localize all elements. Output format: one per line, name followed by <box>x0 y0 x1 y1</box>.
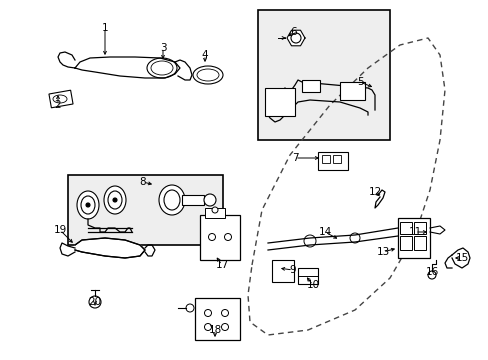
Polygon shape <box>75 238 145 258</box>
Ellipse shape <box>81 196 95 214</box>
Text: 7: 7 <box>291 153 298 163</box>
Bar <box>413 222 425 234</box>
Text: 10: 10 <box>306 280 319 290</box>
Ellipse shape <box>86 203 90 207</box>
Text: 19: 19 <box>53 225 66 235</box>
Ellipse shape <box>224 234 231 240</box>
Ellipse shape <box>151 61 173 75</box>
Polygon shape <box>286 30 305 46</box>
Ellipse shape <box>208 234 215 240</box>
Ellipse shape <box>89 296 101 308</box>
Ellipse shape <box>427 271 435 279</box>
Bar <box>182 195 203 205</box>
Text: 14: 14 <box>318 227 331 237</box>
Ellipse shape <box>204 324 211 330</box>
Text: 8: 8 <box>140 177 146 187</box>
Ellipse shape <box>204 310 211 316</box>
Polygon shape <box>75 57 180 78</box>
Bar <box>49 90 73 108</box>
Ellipse shape <box>104 186 126 214</box>
Bar <box>200 215 240 260</box>
Text: 20: 20 <box>88 297 102 307</box>
Ellipse shape <box>304 235 315 247</box>
Text: 3: 3 <box>160 43 166 53</box>
Ellipse shape <box>113 198 117 202</box>
Bar <box>302 80 319 92</box>
Text: 13: 13 <box>376 247 389 257</box>
Ellipse shape <box>349 233 359 243</box>
Text: 9: 9 <box>289 265 296 275</box>
Ellipse shape <box>159 185 184 215</box>
Text: 18: 18 <box>208 325 221 335</box>
Ellipse shape <box>108 191 122 209</box>
Text: 11: 11 <box>407 227 421 237</box>
Ellipse shape <box>197 69 219 81</box>
Text: 2: 2 <box>55 100 61 110</box>
Text: 16: 16 <box>425 267 438 277</box>
Bar <box>195 298 240 340</box>
Ellipse shape <box>212 207 218 213</box>
Bar <box>339 82 364 100</box>
Ellipse shape <box>203 194 216 206</box>
Ellipse shape <box>185 304 194 312</box>
Ellipse shape <box>290 33 301 43</box>
Ellipse shape <box>193 66 223 84</box>
Ellipse shape <box>163 190 180 210</box>
Bar <box>399 222 411 234</box>
Ellipse shape <box>77 191 99 219</box>
Bar <box>264 88 294 116</box>
Bar <box>321 155 329 163</box>
Text: 15: 15 <box>454 253 468 263</box>
Bar <box>399 236 411 250</box>
Bar <box>204 208 224 218</box>
Polygon shape <box>451 248 469 268</box>
Bar <box>317 152 347 170</box>
Bar <box>271 260 293 282</box>
Text: 5: 5 <box>356 77 363 87</box>
Ellipse shape <box>53 95 67 103</box>
Bar <box>297 268 317 284</box>
Bar <box>397 218 429 258</box>
Bar <box>332 155 340 163</box>
Text: 17: 17 <box>215 260 228 270</box>
Ellipse shape <box>221 324 228 330</box>
Text: 4: 4 <box>201 50 208 60</box>
Text: 12: 12 <box>367 187 381 197</box>
Bar <box>258 10 389 140</box>
Ellipse shape <box>221 310 228 316</box>
Bar <box>68 175 223 245</box>
Text: 6: 6 <box>290 27 297 37</box>
Ellipse shape <box>147 58 177 78</box>
Text: 1: 1 <box>102 23 108 33</box>
Bar <box>413 236 425 250</box>
